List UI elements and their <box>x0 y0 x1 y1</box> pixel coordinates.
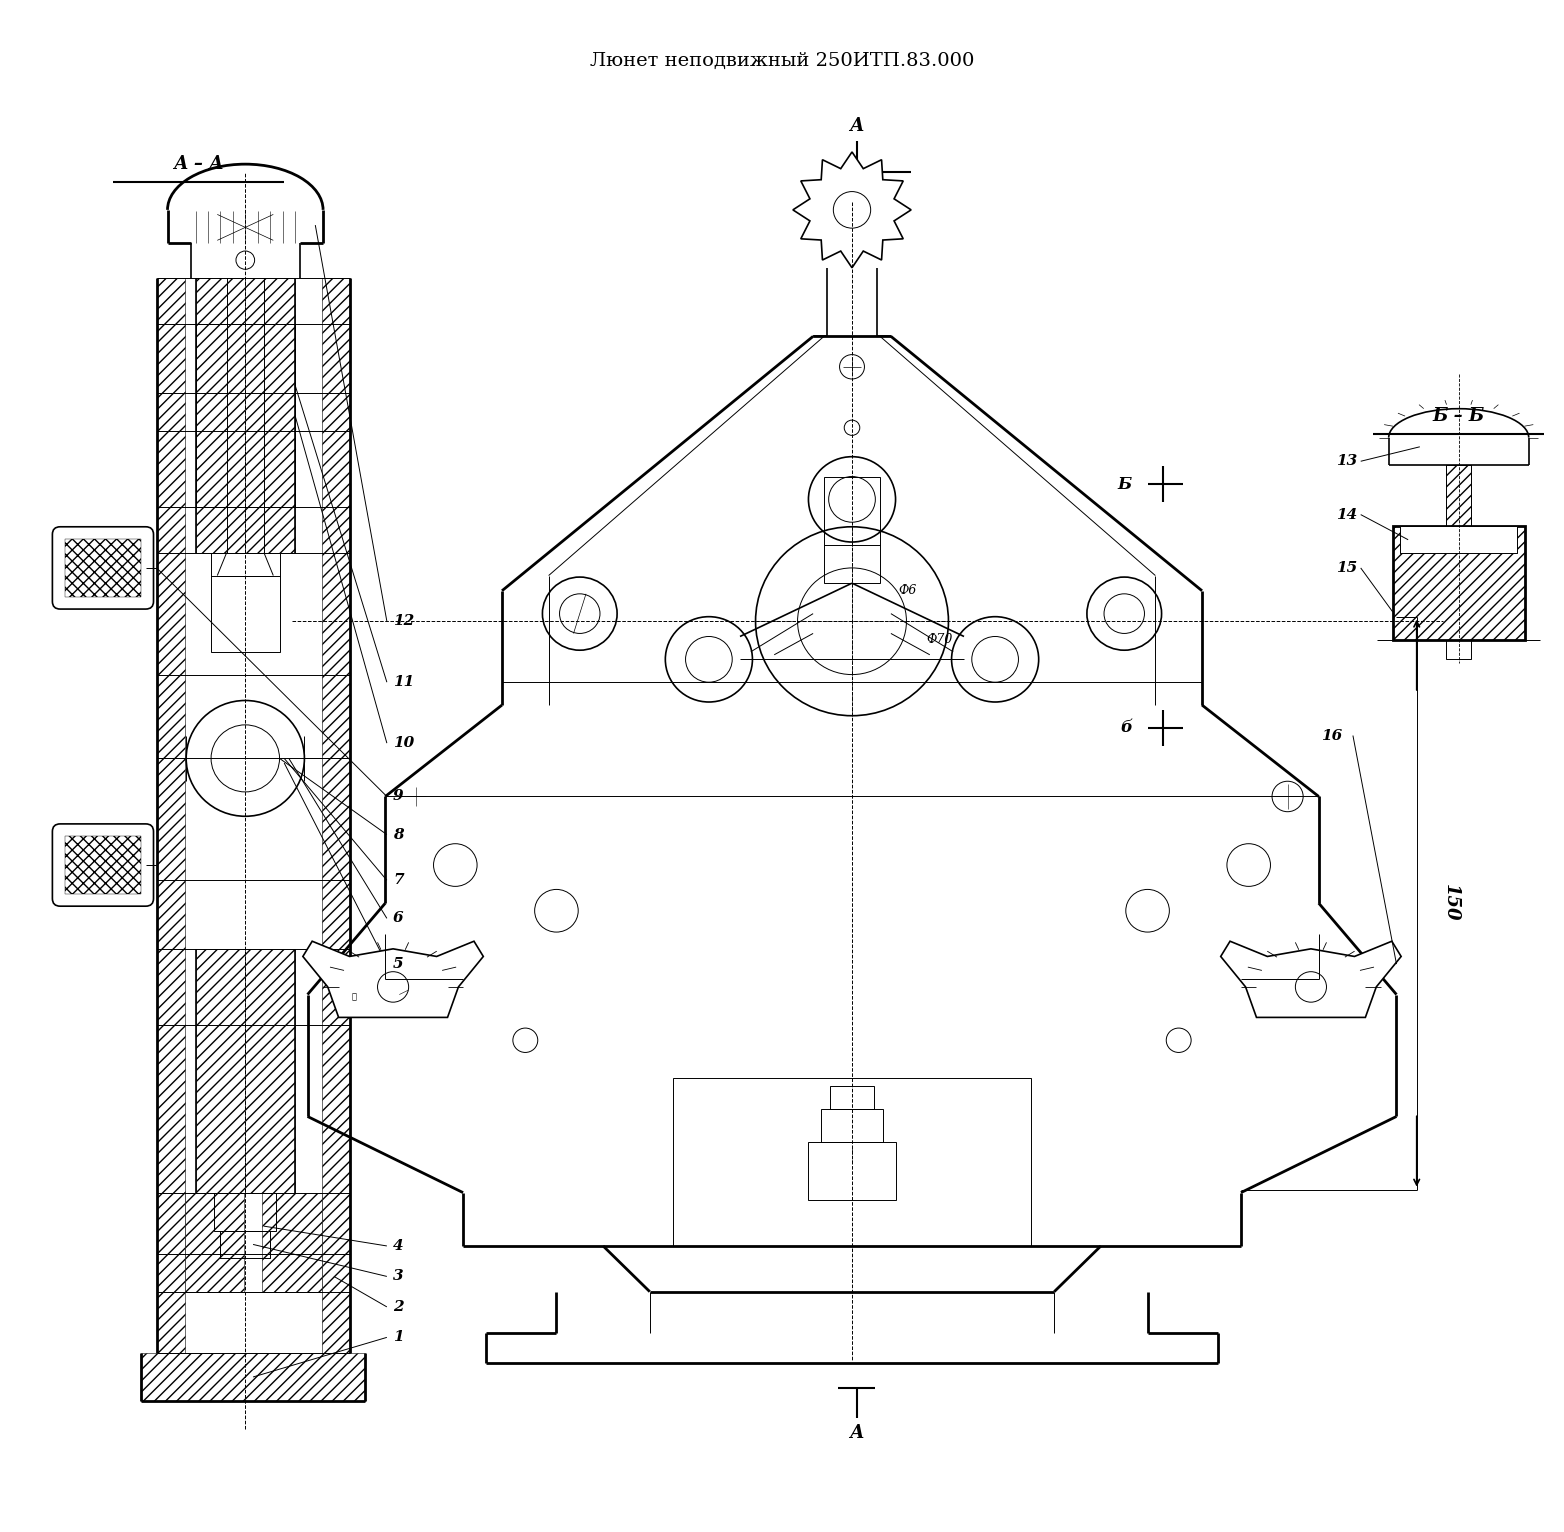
Text: 11: 11 <box>393 676 414 689</box>
Bar <box>821 1109 884 1143</box>
Text: 6: 6 <box>393 912 404 925</box>
Text: А – А: А – А <box>174 155 224 173</box>
Polygon shape <box>1220 941 1401 1017</box>
Bar <box>824 476 881 584</box>
Text: 7: 7 <box>393 873 404 887</box>
Text: 2: 2 <box>393 1299 404 1314</box>
Bar <box>211 553 280 651</box>
Text: 3: 3 <box>393 1270 404 1284</box>
Bar <box>64 539 141 597</box>
Bar <box>196 948 246 1192</box>
Bar <box>809 1143 896 1200</box>
Bar <box>214 1192 277 1230</box>
FancyBboxPatch shape <box>52 824 153 905</box>
Bar <box>246 948 296 1192</box>
Text: 1: 1 <box>393 1330 404 1345</box>
Text: Б – Б: Б – Б <box>1433 406 1484 424</box>
Bar <box>322 279 349 1353</box>
Bar <box>830 1086 874 1109</box>
Bar <box>1392 525 1525 640</box>
Bar <box>221 1230 271 1258</box>
FancyBboxPatch shape <box>52 527 153 610</box>
Text: 16: 16 <box>1320 729 1342 743</box>
Bar <box>1447 640 1472 659</box>
Bar <box>1447 466 1472 525</box>
Text: 14: 14 <box>1336 507 1358 521</box>
Text: 13: 13 <box>1336 455 1358 469</box>
Text: 4: 4 <box>393 1239 404 1253</box>
Bar <box>196 279 246 553</box>
Text: А: А <box>849 1425 863 1442</box>
Text: Ф6: Ф6 <box>899 584 917 597</box>
Bar <box>141 1353 364 1402</box>
Polygon shape <box>303 941 483 1017</box>
Bar <box>246 279 296 553</box>
Bar <box>1447 466 1472 525</box>
Text: 15: 15 <box>1336 561 1358 574</box>
Bar <box>1400 525 1517 553</box>
Text: Б: Б <box>1118 475 1132 493</box>
Text: 10: 10 <box>393 737 414 751</box>
Text: Ф70: Ф70 <box>927 633 952 647</box>
Text: 150: 150 <box>1442 884 1459 922</box>
Text: 12: 12 <box>393 614 414 628</box>
Text: А: А <box>849 116 863 135</box>
Text: б: б <box>1120 720 1132 737</box>
Text: Люнет неподвижный 250ИТП.83.000: Люнет неподвижный 250ИТП.83.000 <box>590 52 974 69</box>
Text: 9: 9 <box>393 789 404 803</box>
Text: ✕: ✕ <box>352 994 357 1002</box>
Text: 8: 8 <box>393 827 404 841</box>
Bar <box>1400 525 1517 553</box>
Bar <box>1392 525 1525 640</box>
Bar <box>156 279 185 1353</box>
Polygon shape <box>793 152 912 268</box>
Bar <box>64 836 141 895</box>
Bar <box>263 1192 322 1291</box>
Bar <box>185 1192 244 1291</box>
Bar <box>196 325 296 507</box>
Bar <box>673 1079 1031 1246</box>
Text: 5: 5 <box>393 958 404 971</box>
